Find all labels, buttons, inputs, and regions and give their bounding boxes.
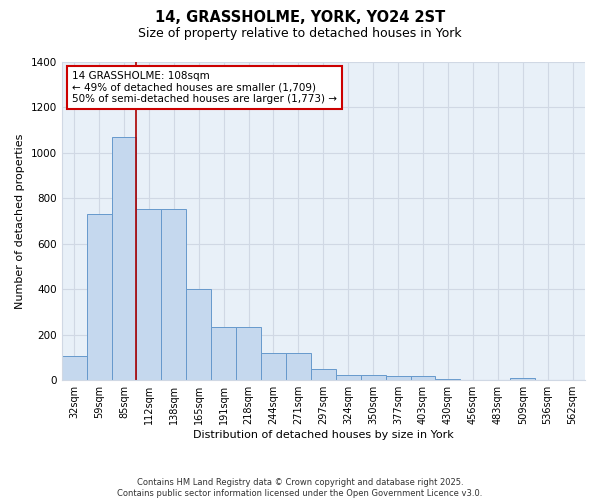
Text: 14, GRASSHOLME, YORK, YO24 2ST: 14, GRASSHOLME, YORK, YO24 2ST bbox=[155, 10, 445, 25]
Bar bbox=[286, 353, 311, 380]
Bar bbox=[112, 136, 136, 380]
Bar bbox=[336, 374, 361, 380]
X-axis label: Distribution of detached houses by size in York: Distribution of detached houses by size … bbox=[193, 430, 454, 440]
Bar bbox=[62, 356, 86, 380]
Bar bbox=[410, 376, 436, 380]
Bar bbox=[211, 326, 236, 380]
Bar bbox=[436, 379, 460, 380]
Bar bbox=[236, 326, 261, 380]
Bar bbox=[186, 289, 211, 380]
Bar bbox=[86, 214, 112, 380]
Bar bbox=[261, 353, 286, 380]
Bar bbox=[136, 210, 161, 380]
Bar bbox=[386, 376, 410, 380]
Y-axis label: Number of detached properties: Number of detached properties bbox=[15, 133, 25, 308]
Text: 14 GRASSHOLME: 108sqm
← 49% of detached houses are smaller (1,709)
50% of semi-d: 14 GRASSHOLME: 108sqm ← 49% of detached … bbox=[72, 71, 337, 104]
Bar bbox=[361, 374, 386, 380]
Bar bbox=[510, 378, 535, 380]
Bar bbox=[161, 210, 186, 380]
Text: Size of property relative to detached houses in York: Size of property relative to detached ho… bbox=[138, 28, 462, 40]
Text: Contains HM Land Registry data © Crown copyright and database right 2025.
Contai: Contains HM Land Registry data © Crown c… bbox=[118, 478, 482, 498]
Bar bbox=[311, 369, 336, 380]
